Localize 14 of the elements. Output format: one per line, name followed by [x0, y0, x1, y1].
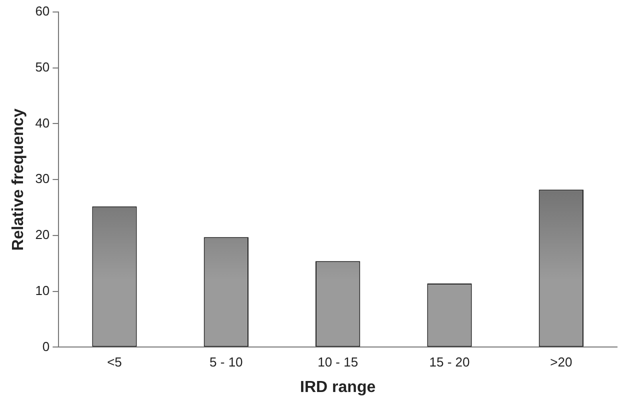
- x-tick-label: >20: [550, 354, 572, 370]
- x-tick-label: 5 - 10: [210, 354, 243, 370]
- y-tick-label: 50: [35, 59, 50, 74]
- y-tick-label: 40: [35, 115, 50, 130]
- x-tick-label: 15 - 20: [429, 354, 470, 370]
- y-axis-title: Relative frequency: [10, 108, 28, 251]
- y-tick-label: 60: [35, 4, 50, 19]
- x-axis-title: IRD range: [300, 378, 376, 396]
- y-tick-label: 10: [35, 282, 50, 298]
- x-tick-label: <5: [107, 354, 122, 370]
- x-tick-label: 10 - 15: [318, 354, 358, 370]
- y-tick-label: 30: [35, 171, 50, 186]
- y-tick-label: 0: [42, 338, 50, 354]
- y-tick-label: 20: [35, 227, 50, 242]
